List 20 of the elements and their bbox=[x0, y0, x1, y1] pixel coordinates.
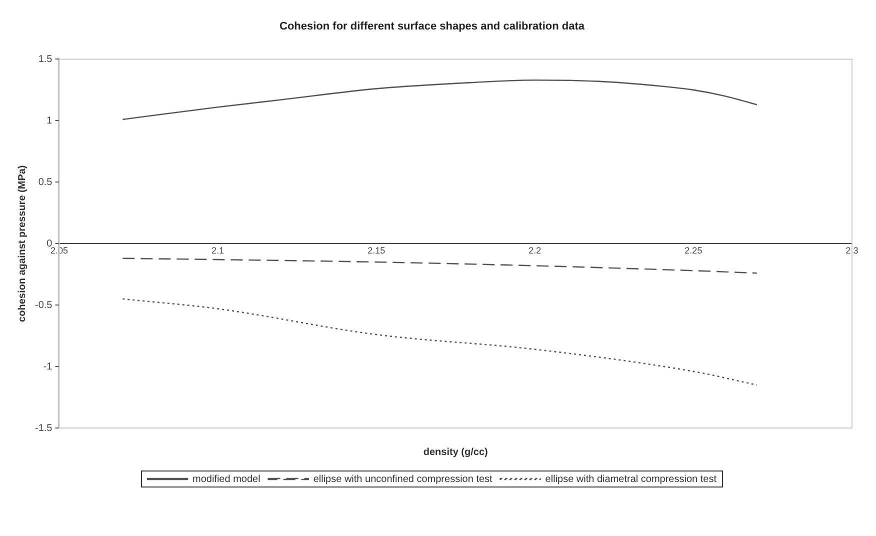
y-tick-label: -1.5 bbox=[34, 422, 53, 434]
chart-title: Cohesion for different surface shapes and calibration data bbox=[279, 20, 586, 33]
line-series bbox=[122, 258, 758, 274]
y-tick-label: 1.5 bbox=[38, 54, 53, 65]
y-tick-label: 0.5 bbox=[38, 176, 53, 188]
legend-label: modified model bbox=[192, 474, 260, 485]
x-tick-label: 2.1 bbox=[212, 245, 224, 256]
x-tick-label: 2.2 bbox=[528, 245, 542, 256]
x-tick-label: 2.15 bbox=[368, 245, 386, 256]
x-axis-title: density (g/cc) bbox=[423, 446, 488, 458]
line-series bbox=[122, 298, 758, 386]
y-axis-title: cohesion against pressure (MPa) bbox=[16, 165, 28, 322]
legend-label: ellipse with unconfined compression test bbox=[313, 474, 493, 485]
y-tick-label: -1 bbox=[43, 361, 53, 372]
y-tick-label: 0 bbox=[46, 238, 53, 250]
legend-label: ellipse with diametral compression test bbox=[545, 474, 717, 485]
x-tick-label: 2.25 bbox=[684, 245, 702, 256]
y-tick-label: 1 bbox=[46, 115, 53, 126]
line-series bbox=[122, 79, 758, 120]
y-tick-label: -0.5 bbox=[34, 300, 53, 311]
